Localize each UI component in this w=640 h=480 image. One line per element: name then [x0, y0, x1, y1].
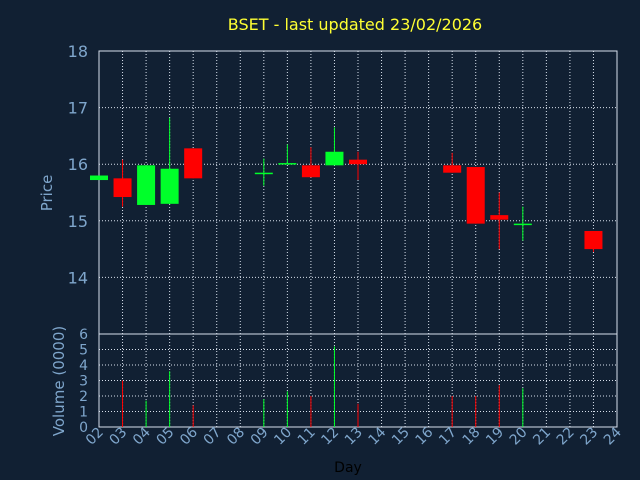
candle-body [278, 163, 297, 165]
volume-tick-label: 4 [79, 358, 88, 374]
price-tick-labels: 14 15 16 17 18 [68, 42, 88, 287]
volume-tick-label: 3 [79, 374, 88, 390]
candle-body [137, 165, 156, 205]
price-axis-label: Price [38, 175, 56, 212]
x-tick-labels: 02 03 04 05 06 07 08 09 10 11 12 13 14 15 16 17 18 19 20 21… [83, 424, 625, 448]
price-tick-label: 15 [68, 212, 88, 231]
volume-tick-label: 5 [79, 343, 88, 359]
candle-body [90, 175, 108, 181]
chart-title: BSET - last updated 23/02/2026 [228, 15, 482, 34]
candle-body [349, 159, 367, 165]
price-tick-label: 16 [68, 155, 88, 174]
candlestick-series [90, 117, 603, 252]
candle-body [466, 167, 485, 224]
candle-body [443, 165, 462, 173]
candle-body [513, 223, 532, 226]
price-tick-label: 18 [68, 42, 88, 61]
candle-body [254, 172, 273, 175]
candle-body [490, 215, 509, 220]
candle-body [160, 168, 179, 204]
price-tick-label: 17 [68, 99, 88, 118]
x-axis-label: Day [334, 460, 362, 476]
volume-tick-label: 6 [79, 327, 88, 343]
volume-tick-label: 1 [79, 405, 88, 421]
candle-body [584, 230, 603, 250]
price-tick-label: 14 [68, 268, 88, 287]
volume-tick-label: 0 [79, 420, 88, 436]
candle-body [325, 151, 344, 166]
volume-axis-label: Volume (0000) [50, 326, 68, 436]
volume-series [122, 346, 524, 427]
candle-body [113, 178, 132, 198]
candle-body [184, 148, 203, 179]
candle-body [301, 165, 320, 178]
volume-tick-label: 2 [79, 389, 88, 405]
